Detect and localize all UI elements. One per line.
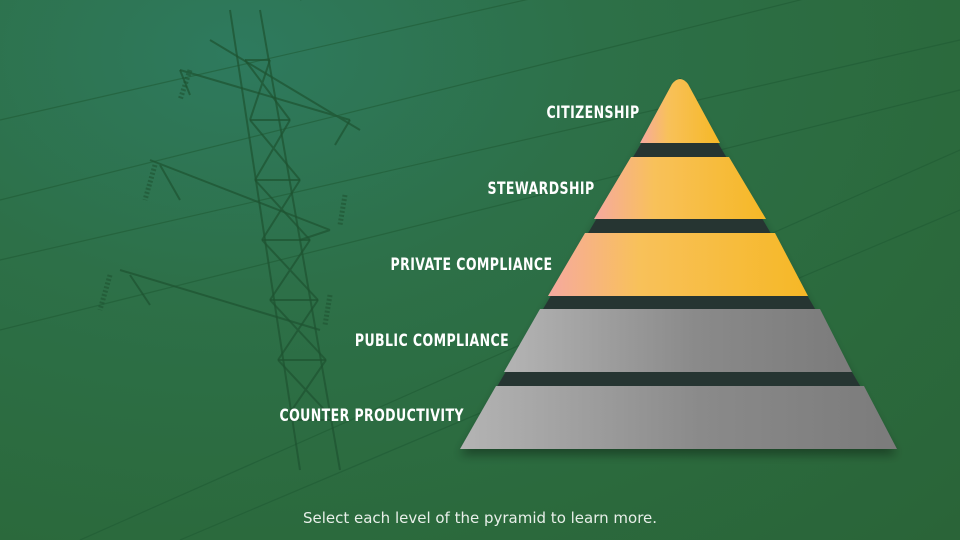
level-label-counter-productivity[interactable]: COUNTER PRODUCTIVITY	[279, 406, 464, 426]
pyramid-level-counter-productivity[interactable]	[460, 386, 897, 449]
level-label-private-compliance[interactable]: PRIVATE COMPLIANCE	[390, 255, 552, 275]
level-label-public-compliance[interactable]: PUBLIC COMPLIANCE	[354, 331, 509, 351]
pyramid-level-public-compliance[interactable]	[504, 309, 852, 372]
pyramid-level-private-compliance[interactable]	[548, 233, 808, 296]
pyramid-level-citizenship[interactable]	[640, 79, 720, 143]
level-label-stewardship[interactable]: STEWARDSHIP	[487, 179, 595, 199]
pyramid-level-stewardship[interactable]	[594, 157, 766, 219]
instruction-text: Select each level of the pyramid to lear…	[302, 509, 658, 527]
level-label-citizenship[interactable]: CITIZENSHIP	[546, 103, 640, 123]
